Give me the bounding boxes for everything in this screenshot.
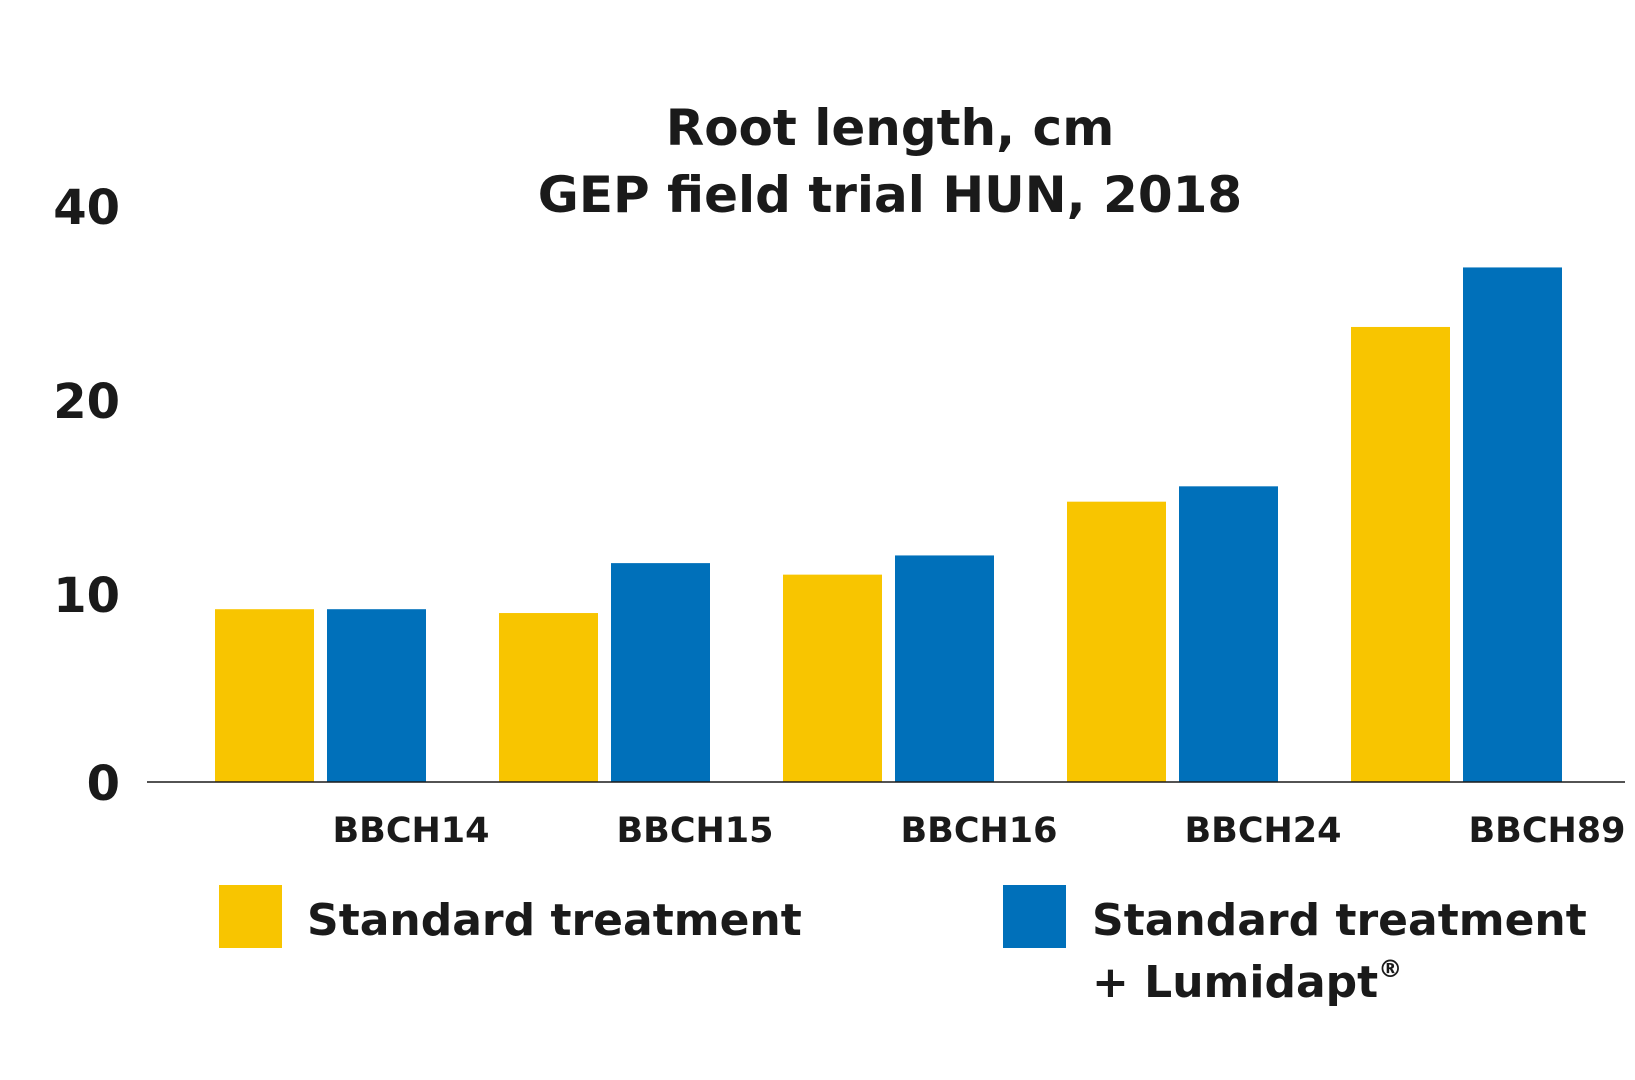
- chart-title: Root length, cm: [666, 99, 1115, 157]
- bar-bbch89-series-2: [1463, 267, 1562, 782]
- x-tick-label-bbch14: BBCH14: [332, 811, 489, 851]
- chart-subtitle: GEP field trial HUN, 2018: [538, 166, 1242, 224]
- y-tick-label-40: 40: [53, 180, 120, 236]
- x-tick-label-bbch89: BBCH89: [1468, 811, 1625, 851]
- bar-bbch16-series-2: [895, 555, 994, 782]
- y-tick-label-0: 0: [87, 756, 120, 812]
- legend-swatch-standard-treatment-lumidapt: [1003, 885, 1066, 948]
- legend: Standard treatment Standard treatment + …: [219, 885, 1587, 1008]
- legend-label-standard-treatment-lumidapt-line1: Standard treatment: [1092, 895, 1587, 946]
- bar-bbch24-series-1: [1067, 501, 1166, 782]
- x-tick-label-bbch24: BBCH24: [1184, 811, 1341, 851]
- x-tick-label-bbch16: BBCH16: [900, 811, 1057, 851]
- bar-bbch15-series-1: [499, 613, 598, 782]
- bar-bbch89-series-1: [1351, 326, 1450, 782]
- legend-label-standard-treatment-lumidapt-line2: + Lumidapt®: [1092, 955, 1402, 1008]
- registered-mark: ®: [1378, 955, 1402, 983]
- legend-label-lumidapt-text: + Lumidapt: [1092, 957, 1378, 1008]
- bar-bbch15-series-2: [611, 563, 710, 782]
- bar-bbch14-series-1: [215, 609, 314, 782]
- y-tick-label-20: 20: [53, 374, 120, 430]
- bar-bbch14-series-2: [327, 609, 426, 782]
- legend-swatch-standard-treatment: [219, 885, 282, 948]
- x-tick-labels: BBCH14 BBCH15 BBCH16 BBCH24 BBCH89: [332, 811, 1625, 851]
- legend-label-standard-treatment: Standard treatment: [307, 895, 802, 946]
- bar-bbch16-series-1: [783, 574, 882, 782]
- bars-group: [215, 267, 1562, 782]
- y-tick-label-10: 10: [53, 568, 120, 624]
- bar-bbch24-series-2: [1179, 486, 1278, 782]
- x-tick-label-bbch15: BBCH15: [616, 811, 773, 851]
